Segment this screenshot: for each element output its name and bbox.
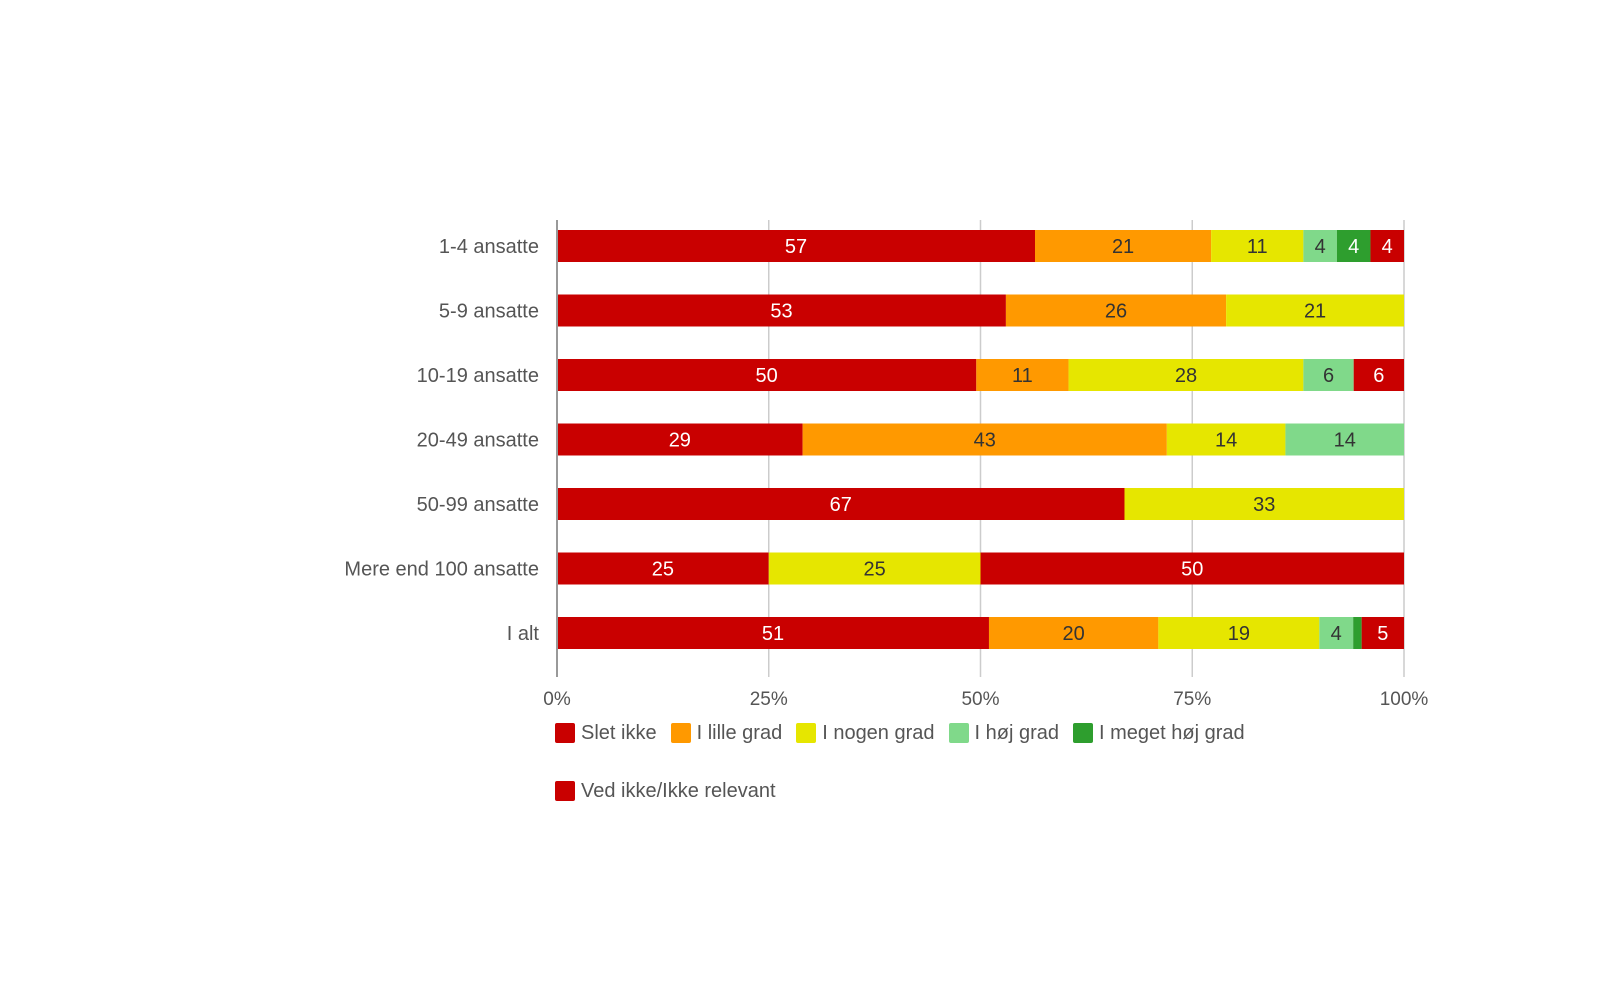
data-label: 25	[864, 559, 886, 581]
bar-segment	[1124, 488, 1404, 520]
x-tick-label: 50%	[961, 689, 999, 710]
bar-segment	[1353, 359, 1404, 391]
bar-segment	[557, 617, 989, 649]
bar-segment	[1303, 230, 1337, 262]
bar-segment	[1336, 230, 1371, 262]
data-label: 4	[1382, 236, 1393, 258]
data-label: 6	[1373, 365, 1384, 387]
legend-swatch	[796, 723, 817, 743]
legend-item: I nogen grad	[796, 721, 935, 744]
bar-segment	[976, 359, 1069, 391]
data-label: 50	[1181, 559, 1203, 581]
bar-segment	[1353, 617, 1362, 649]
x-tick-label: 75%	[1173, 689, 1211, 710]
bar-segment	[1361, 617, 1404, 649]
data-label: 29	[669, 430, 691, 452]
legend-swatch	[670, 723, 691, 743]
legend-label: Ved ikke/Ikke relevant	[581, 779, 776, 802]
bar-segment	[557, 294, 1006, 327]
x-tick-label: 100%	[1380, 689, 1429, 710]
axes: 0% 25% 50% 75% 100% 1-4 ansatte 5-9 ansatte 10-…	[344, 220, 1428, 710]
category-label: 1-4 ansatte	[439, 236, 539, 258]
x-tick-label: 25%	[750, 689, 788, 710]
legend-item: Ved ikke/Ikke relevant	[555, 780, 776, 802]
bar-segment	[557, 552, 769, 585]
data-label: 28	[1175, 365, 1197, 387]
legend-swatch	[1073, 723, 1094, 743]
data-label: 33	[1253, 494, 1275, 516]
legend-item: I høj grad	[948, 721, 1060, 744]
bar-segment	[802, 423, 1167, 456]
data-label: 53	[770, 301, 792, 323]
data-label: 19	[1228, 623, 1250, 645]
legend-item: Slet ikke	[555, 722, 657, 744]
chart-legend: Slet ikke I lille grad I nogen grad I høj g…	[555, 722, 1315, 802]
data-label: 57	[785, 236, 807, 258]
legend-item: I meget høj grad	[1073, 722, 1245, 744]
legend-label: Slet ikke	[581, 721, 657, 744]
bar-segment	[557, 488, 1125, 520]
legend-swatch	[948, 723, 969, 743]
category-label: 50-99 ansatte	[417, 494, 539, 516]
legend-label: I høj grad	[974, 721, 1060, 744]
data-label: 11	[1247, 236, 1268, 258]
bar-segment	[1211, 230, 1304, 262]
bar-segment	[1370, 230, 1404, 262]
bar-segment	[1285, 423, 1404, 456]
data-label: 67	[830, 494, 852, 516]
bar-segment	[1035, 230, 1212, 262]
data-label: 20	[1063, 623, 1085, 645]
legend-label: I nogen grad	[822, 721, 935, 744]
bar-segment	[980, 552, 1404, 585]
bar-segment	[557, 423, 803, 456]
bar-segment	[1166, 423, 1286, 456]
bar-segment	[557, 359, 977, 391]
legend-swatch	[555, 781, 575, 801]
data-label: 25	[652, 559, 674, 581]
data-label: 5	[1377, 623, 1388, 645]
bar-segment	[557, 230, 1036, 262]
data-label: 4	[1331, 623, 1342, 645]
data-label: 26	[1105, 301, 1127, 323]
legend-label: I lille grad	[696, 721, 783, 744]
data-label: 50	[756, 365, 778, 387]
bar-segment	[1303, 359, 1354, 391]
legend-item: I lille grad	[670, 721, 783, 744]
data-label: 4	[1348, 236, 1359, 258]
category-label: Mere end 100 ansatte	[344, 559, 539, 581]
data-label: 14	[1215, 430, 1237, 452]
bar-segment	[1226, 294, 1404, 327]
bar-segment	[768, 552, 981, 585]
data-label: 21	[1304, 301, 1326, 323]
x-tick-label: 0%	[543, 689, 571, 710]
legend-swatch	[555, 723, 575, 743]
legend-label: I meget høj grad	[1099, 721, 1245, 744]
data-label: 21	[1112, 236, 1134, 258]
data-label: 14	[1334, 430, 1356, 452]
category-label: 20-49 ansatte	[417, 430, 539, 452]
bar-segment	[1158, 617, 1320, 649]
category-label: I alt	[507, 623, 540, 645]
bar-segment	[1068, 359, 1304, 391]
data-label: 51	[762, 623, 784, 645]
bar-segment	[1319, 617, 1354, 649]
data-label: 43	[974, 430, 996, 452]
data-label: 4	[1315, 236, 1326, 258]
data-label: 11	[1012, 365, 1033, 387]
bar-segment	[988, 617, 1159, 649]
category-label: 10-19 ansatte	[417, 365, 539, 387]
data-label: 6	[1323, 365, 1334, 387]
category-label: 5-9 ansatte	[439, 301, 539, 323]
bar-segment	[1005, 294, 1227, 327]
